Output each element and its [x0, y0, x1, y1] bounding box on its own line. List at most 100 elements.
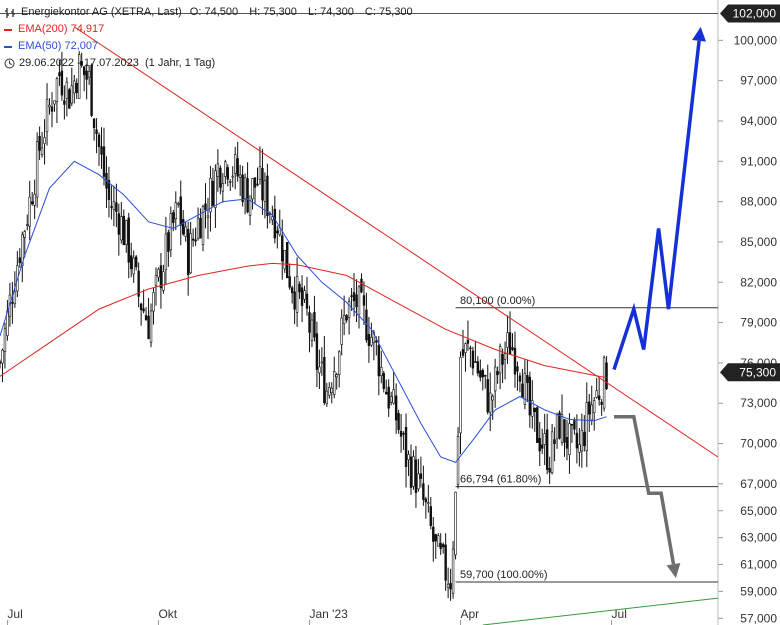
candle: [300, 275, 304, 323]
candle: [21, 231, 24, 283]
candle: [583, 415, 586, 452]
candle: [305, 276, 309, 316]
candle: [496, 366, 499, 384]
y-tick-label: 94,000: [740, 114, 777, 128]
candle: [167, 229, 170, 267]
candle: [78, 51, 81, 99]
candle: [263, 172, 267, 219]
candle: [107, 166, 111, 218]
candle: [320, 347, 324, 376]
x-tick-label: Jul: [612, 607, 627, 621]
date-range: 29.06.2022 - 17.07.2023: [19, 57, 139, 69]
candle: [585, 382, 588, 468]
x-tick-label: Jan '23: [309, 607, 348, 621]
candle: [3, 322, 7, 369]
candle: [531, 380, 534, 429]
y-tick-label: 88,000: [740, 195, 777, 209]
candle: [58, 59, 61, 86]
candle: [231, 166, 234, 188]
price-tag: 75,300: [720, 363, 780, 382]
candle: [335, 372, 338, 390]
candle: [281, 219, 284, 280]
candle: [285, 242, 289, 279]
ohlc-high: H: 75,300: [249, 6, 297, 18]
candle: [238, 164, 242, 196]
candle: [139, 302, 143, 326]
candle: [575, 414, 579, 464]
candle: [100, 127, 103, 169]
candle: [40, 131, 44, 158]
ohlc-open: O: 74,500: [189, 6, 239, 18]
candle: [471, 346, 475, 376]
candle: [35, 132, 39, 208]
candle: [130, 242, 133, 278]
candle: [38, 126, 41, 160]
candle: [568, 413, 571, 474]
candle: [157, 267, 160, 282]
candle: [87, 65, 91, 85]
candle: [216, 149, 220, 192]
candle: [70, 67, 74, 107]
bear-scenario-arrow: [614, 414, 676, 565]
candle: [543, 413, 546, 466]
y-tick-label: 61,000: [740, 558, 777, 572]
candle: [489, 372, 492, 432]
price-tag-label: 75,300: [739, 365, 776, 379]
candle: [377, 335, 381, 396]
x-tick-label: Jul: [7, 607, 22, 621]
candle: [65, 77, 69, 117]
y-tick-label: 79,000: [740, 316, 777, 330]
y-tick-label: 85,000: [740, 235, 777, 249]
candle: [409, 444, 413, 495]
candle: [394, 383, 398, 434]
candle: [446, 567, 450, 599]
y-tick-label: 67,000: [740, 477, 777, 491]
candle: [186, 221, 190, 296]
candle: [555, 412, 559, 449]
candle: [117, 203, 121, 256]
candle: [234, 146, 237, 190]
y-tick-label: 70,000: [740, 437, 777, 451]
candle: [315, 321, 319, 388]
candle: [55, 76, 59, 124]
candle: [30, 191, 34, 206]
candle: [459, 351, 462, 455]
candle: [164, 216, 168, 286]
candle: [491, 393, 494, 420]
candle: [597, 377, 601, 406]
candle: [318, 349, 321, 389]
fib-level-label: 59,700 (100.00%): [460, 569, 547, 581]
candle: [486, 364, 489, 415]
price-tag: 102,000: [720, 4, 780, 23]
candle: [493, 358, 497, 408]
candle: [144, 307, 148, 321]
candle: [553, 427, 556, 462]
ohlc-bars-icon: [5, 7, 15, 18]
date-range-detail: (1 Jahr, 1 Tag): [145, 57, 216, 69]
candle: [226, 164, 229, 187]
candle: [16, 251, 19, 298]
candle: [80, 52, 83, 68]
candle: [251, 177, 254, 210]
fib-level-label: 80,100 (0.00%): [460, 295, 535, 307]
candle: [511, 333, 514, 352]
candle: [533, 407, 536, 432]
candle: [595, 378, 598, 399]
candle: [347, 297, 351, 335]
ema200-line: [0, 262, 607, 379]
candle: [392, 371, 395, 405]
candle: [479, 359, 482, 382]
candle: [513, 331, 517, 388]
candle: [449, 568, 452, 601]
y-tick-label: 100,000: [734, 33, 778, 47]
candle: [48, 98, 51, 115]
candle: [92, 118, 96, 141]
candle: [85, 63, 88, 100]
candle: [172, 209, 175, 232]
candlesticks: [0, 51, 608, 601]
candle: [352, 273, 356, 317]
candle: [204, 183, 207, 229]
candle: [122, 209, 125, 246]
candle: [53, 100, 56, 112]
